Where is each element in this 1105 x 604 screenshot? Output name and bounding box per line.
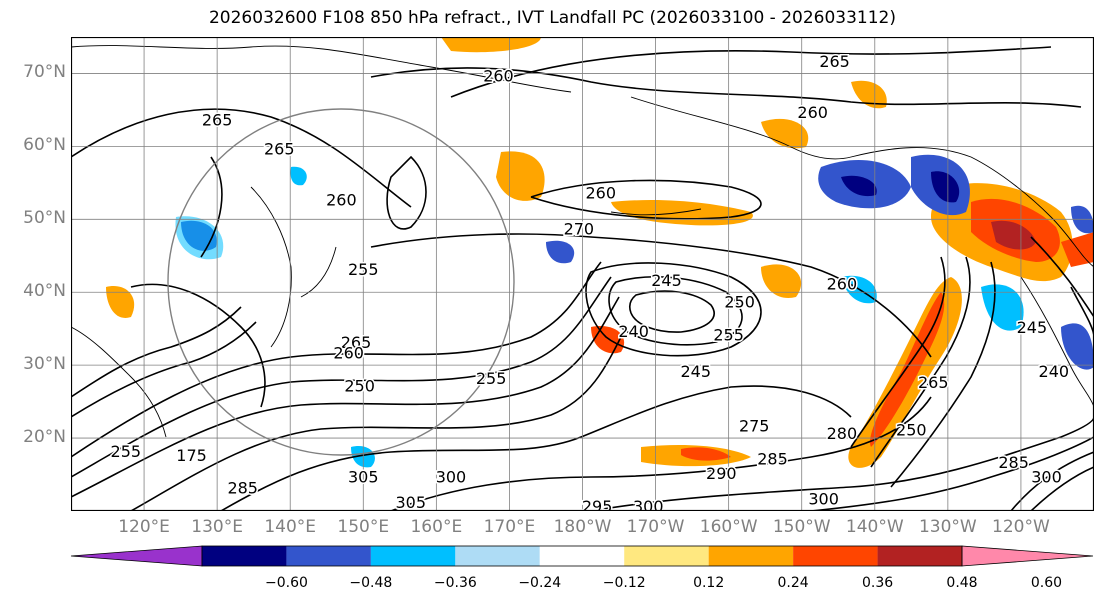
lon-tick-label: 120°E [118,517,170,537]
lon-tick-label: 120°W [992,517,1050,537]
contour-label: 255 [111,442,142,461]
lon-tick-label: 160°E [410,517,463,537]
contour-label: 250 [724,293,755,312]
contour-label: 260 [585,183,616,202]
lon-tick-label: 180°W [553,517,612,537]
contour-label: 275 [739,417,770,436]
contour-label: 270 [564,220,595,239]
map-frame [71,37,1094,511]
contour-label-layer: 2652602602652652602602702552452502602552… [109,51,1071,511]
colorbar-extend-high [961,545,1094,567]
colorbar [70,545,1094,567]
colorbar-segment [455,546,540,566]
contour-label: 265 [264,140,295,159]
map-panel: 265 260 260 265 265 260 260 270 255 245 250 260 255 2… [71,37,1094,511]
contour-label: 285 [227,479,258,498]
contour-label: 300 [808,490,839,509]
contour-label: 300 [436,468,467,487]
contour-label: 265 [202,110,233,129]
contour-label: 285 [757,449,788,468]
contour-label: 265 [341,333,372,352]
lon-tick-label: 160°W [699,517,758,537]
colorbar-frame [201,545,963,567]
lat-tick-label: 50°N [23,208,66,229]
contour-label: 245 [1017,318,1048,337]
lon-tick-label: 140°W [845,517,904,537]
contour-label: 175 [176,446,207,465]
colorbar-segment [877,546,962,566]
colorbar-tick-label: 0.12 [693,575,725,591]
colorbar-tick-label: −0.60 [264,575,308,591]
contour-label: 260 [827,274,858,293]
lon-tick-label: 170°E [483,517,536,537]
colorbar-tick-label: −0.12 [602,575,646,591]
contour-label: 305 [348,468,379,487]
colorbar-tick-label: 0.36 [861,575,894,591]
contour-label: 265 [918,373,949,392]
colorbar-segment [370,546,456,566]
gridlines [71,37,1094,511]
colorbar-segment [624,546,709,566]
contour-label: 245 [680,362,711,381]
contour-label: 290 [706,464,737,483]
colorbar-segment [539,546,625,566]
contour-label: 285 [998,453,1029,472]
colorbar-tick-label: 0.48 [946,575,978,591]
plot-title: 2026032600 F108 850 hPa refract., IVT La… [208,8,896,28]
contour-label: 260 [483,67,514,86]
contour-label: 240 [618,322,649,341]
colorbar-extend-low [70,545,203,567]
lon-tick-label: 170°W [626,517,685,537]
lat-tick-label: 20°N [23,427,66,448]
colorbar-segment [708,546,794,566]
colorbar-segment [202,546,287,566]
range-circle [167,108,515,456]
lon-tick-label: 130°E [191,517,243,537]
shaded-anomalies [106,37,1094,468]
colorbar-segment [286,546,371,566]
colorbar-tick-label: −0.36 [433,575,477,591]
contour-label: 250 [896,420,927,439]
contour-label: 260 [333,344,364,363]
contour-label: 250 [344,377,375,396]
contour-label: 260 [326,191,357,210]
refractivity-contours [71,46,1094,511]
contour-label: 255 [713,325,744,344]
lon-tick-label: 150°W [772,517,831,537]
lon-tick-label: 140°E [264,517,317,537]
colorbar-tick-label: 0.24 [777,575,809,591]
lon-tick-label: 150°E [337,517,390,537]
contour-label: 245 [651,271,682,290]
contour-label: 265 [819,52,850,71]
contour-label: 305 [396,493,427,511]
contour-label: 255 [476,369,507,388]
lat-tick-label: 60°N [23,135,66,156]
colorbar-tick-label: 0.60 [1030,575,1063,591]
lon-tick-label: 130°W [918,517,977,537]
lat-tick-label: 40°N [23,281,66,302]
contour-label: 260 [797,103,828,122]
contour-label: 240 [1039,362,1070,381]
contour-label: 280 [827,424,858,443]
contour-label: 255 [348,260,379,279]
contour-label: 300 [1031,468,1062,487]
contour-label: 300 [633,497,664,511]
colorbar-segment [793,546,878,566]
lat-tick-label: 70°N [23,62,66,83]
contour-label: 295 [582,497,613,511]
lat-tick-label: 30°N [23,354,66,375]
coastlines [71,45,1094,438]
colorbar-tick-label: −0.24 [518,575,562,591]
map-canvas: 2652602602652652602602702552452502602552… [71,37,1094,511]
colorbar-tick-label: −0.48 [349,575,393,591]
